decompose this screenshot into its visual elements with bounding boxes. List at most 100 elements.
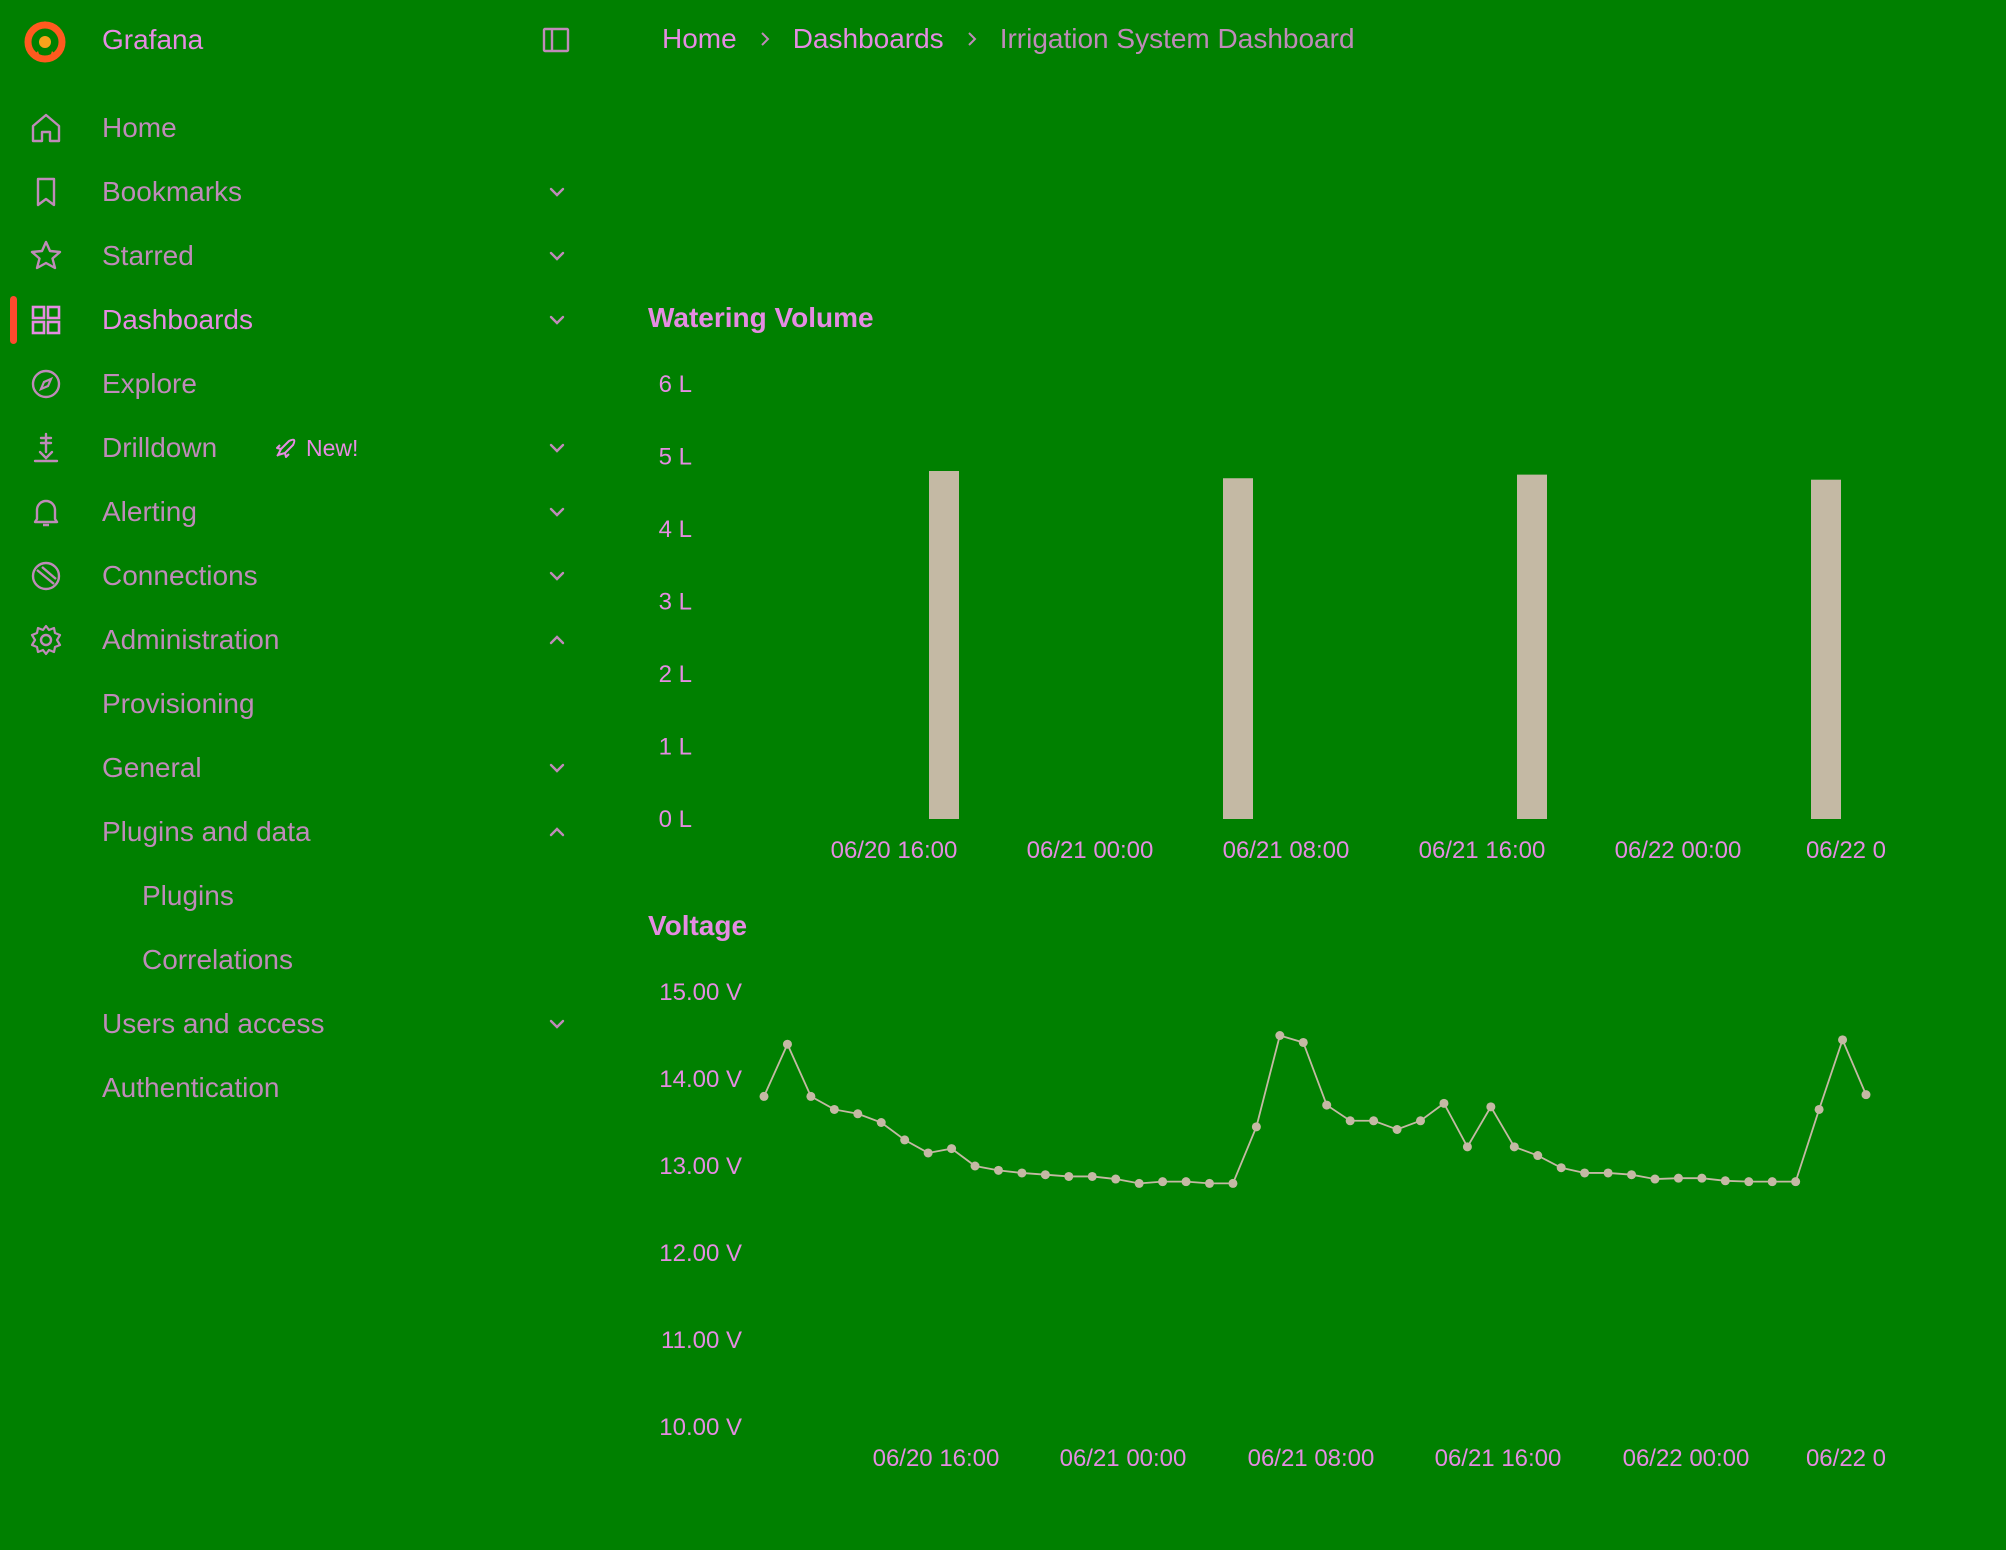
data-point[interactable]	[1767, 1177, 1777, 1187]
data-point[interactable]	[993, 1165, 1003, 1175]
data-point[interactable]	[1275, 1031, 1285, 1040]
sidebar-item-plugins[interactable]: Plugins	[0, 864, 590, 928]
sidebar-item-drilldown[interactable]: Drilldown New!	[0, 416, 590, 480]
data-point[interactable]	[876, 1118, 886, 1127]
chevron-down-icon[interactable]	[546, 245, 568, 267]
watering-volume-panel[interactable]: Watering Volume 0 L 1 L 2 L 3 L 4 L 5 L 6 L 06/…	[648, 302, 1906, 882]
data-point[interactable]	[1416, 1116, 1426, 1126]
data-point[interactable]	[1111, 1174, 1121, 1184]
chevron-down-icon[interactable]	[546, 437, 568, 459]
data-point[interactable]	[1462, 1142, 1472, 1152]
bar[interactable]	[1223, 478, 1253, 819]
sidebar-item-users-and-access[interactable]: Users and access	[0, 992, 590, 1056]
data-point[interactable]	[900, 1135, 910, 1145]
dock-menu-icon[interactable]	[540, 24, 572, 56]
chevron-down-icon[interactable]	[546, 565, 568, 587]
data-point[interactable]	[1228, 1178, 1238, 1188]
data-point[interactable]	[1392, 1124, 1402, 1134]
sidebar-item-authentication[interactable]: Authentication	[0, 1056, 590, 1120]
data-point[interactable]	[1720, 1176, 1730, 1186]
sidebar-item-administration[interactable]: Administration	[0, 608, 590, 672]
sidebar-item-connections[interactable]: Connections	[0, 544, 590, 608]
sidebar-item-dashboards[interactable]: Dashboards	[0, 288, 590, 352]
data-point[interactable]	[806, 1091, 816, 1101]
data-point[interactable]	[1650, 1174, 1660, 1184]
data-point[interactable]	[1040, 1170, 1050, 1180]
chevron-up-icon[interactable]	[546, 821, 568, 843]
brand[interactable]: Grafana	[20, 14, 203, 66]
sidebar-item-label: Connections	[102, 560, 258, 591]
sidebar-item-bookmarks[interactable]: Bookmarks	[0, 160, 590, 224]
sidebar-item-label: Administration	[102, 624, 280, 655]
sidebar-item-explore[interactable]: Explore	[0, 352, 590, 416]
data-point[interactable]	[1791, 1177, 1801, 1187]
chevron-down-icon[interactable]	[546, 181, 568, 203]
data-point[interactable]	[1298, 1037, 1308, 1047]
sidebar-item-label: Correlations	[142, 944, 293, 975]
sidebar-item-provisioning[interactable]: Provisioning	[0, 672, 590, 736]
data-point[interactable]	[1439, 1098, 1449, 1108]
data-point[interactable]	[1556, 1163, 1566, 1173]
panel-title: Watering Volume	[648, 302, 874, 333]
data-point[interactable]	[1509, 1142, 1519, 1152]
data-point[interactable]	[853, 1109, 863, 1119]
data-point[interactable]	[1017, 1168, 1027, 1178]
sidebar: Grafana Home Bookmarks Starred Dashboards Ex…	[0, 0, 590, 1550]
chevron-down-icon[interactable]	[546, 1013, 568, 1035]
sidebar-item-label: Plugins	[142, 880, 234, 911]
rocket-icon	[276, 438, 296, 458]
data-point[interactable]	[1322, 1100, 1332, 1110]
sidebar-item-label: Explore	[102, 368, 197, 399]
data-point[interactable]	[1204, 1178, 1214, 1188]
sidebar-item-home[interactable]: Home	[0, 96, 590, 160]
y-tick-label: 14.00 V	[659, 1066, 742, 1093]
data-point[interactable]	[1603, 1168, 1613, 1178]
sidebar-item-label: Plugins and data	[102, 816, 311, 847]
data-point[interactable]	[1533, 1151, 1543, 1161]
y-tick-label: 4 L	[659, 516, 692, 543]
data-point[interactable]	[1345, 1116, 1355, 1126]
data-point[interactable]	[947, 1144, 957, 1154]
data-point[interactable]	[1251, 1122, 1261, 1132]
bar[interactable]	[1811, 479, 1841, 819]
data-point[interactable]	[1744, 1177, 1754, 1187]
data-point[interactable]	[1134, 1178, 1144, 1188]
home-icon	[31, 113, 61, 143]
breadcrumb-dashboards[interactable]: Dashboards	[792, 23, 944, 54]
chevron-down-icon[interactable]	[546, 309, 568, 331]
chevron-up-icon[interactable]	[546, 629, 568, 651]
chevron-down-icon[interactable]	[546, 501, 568, 523]
data-point[interactable]	[829, 1104, 839, 1114]
data-point[interactable]	[1838, 1035, 1848, 1045]
data-point[interactable]	[1673, 1173, 1683, 1183]
x-tick-label: 06/21 08:00	[1248, 1445, 1375, 1472]
data-point[interactable]	[1814, 1104, 1824, 1114]
data-point[interactable]	[1158, 1177, 1168, 1187]
data-point[interactable]	[923, 1148, 933, 1158]
new-badge: New!	[272, 435, 358, 462]
data-point[interactable]	[759, 1091, 769, 1101]
breadcrumb: Home Dashboards Irrigation System Dashbo…	[662, 18, 1355, 60]
sidebar-item-general[interactable]: General	[0, 736, 590, 800]
data-point[interactable]	[1697, 1173, 1707, 1183]
sidebar-item-plugins-and-data[interactable]: Plugins and data	[0, 800, 590, 864]
data-point[interactable]	[782, 1039, 792, 1049]
data-point[interactable]	[1861, 1090, 1871, 1100]
data-point[interactable]	[1087, 1171, 1097, 1181]
sidebar-item-starred[interactable]: Starred	[0, 224, 590, 288]
data-point[interactable]	[1486, 1102, 1496, 1112]
data-point[interactable]	[1627, 1170, 1637, 1180]
voltage-panel[interactable]: Voltage 10.00 V 11.00 V 12.00 V 13.00 V 14.0…	[648, 910, 1906, 1490]
data-point[interactable]	[1369, 1116, 1379, 1126]
bar[interactable]	[1517, 474, 1547, 819]
data-point[interactable]	[1580, 1168, 1590, 1178]
data-point[interactable]	[1064, 1171, 1074, 1181]
sidebar-item-correlations[interactable]: Correlations	[0, 928, 590, 992]
watering-volume-chart: 0 L 1 L 2 L 3 L 4 L 5 L 6 L 06/20 16:00 06/21 00…	[659, 371, 1886, 864]
breadcrumb-home[interactable]: Home	[662, 23, 737, 54]
data-point[interactable]	[970, 1161, 980, 1171]
sidebar-item-alerting[interactable]: Alerting	[0, 480, 590, 544]
bar[interactable]	[929, 471, 959, 819]
chevron-down-icon[interactable]	[546, 757, 568, 779]
data-point[interactable]	[1181, 1177, 1191, 1187]
